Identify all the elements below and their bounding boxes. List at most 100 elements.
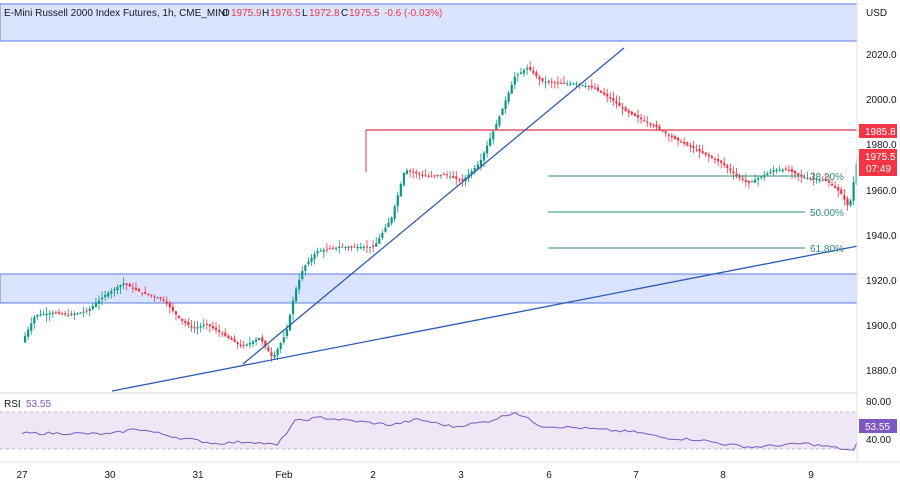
candle-body — [171, 306, 175, 311]
candle-body — [325, 249, 329, 251]
candle-body — [48, 313, 51, 315]
candle-body — [307, 261, 310, 265]
candle-body — [658, 126, 661, 130]
candle-body — [476, 164, 479, 170]
candle-body — [227, 335, 230, 339]
rsi-value-label-bg — [859, 419, 897, 433]
candle-body — [85, 310, 88, 312]
high-label: H — [262, 8, 269, 19]
fib-label-38: 38.20% — [810, 172, 844, 183]
candle-body — [42, 313, 45, 315]
candle-body — [852, 182, 855, 201]
candle-body — [621, 107, 624, 109]
price-axis[interactable] — [857, 0, 900, 483]
candle-body — [39, 314, 42, 316]
steep-trendline[interactable] — [242, 47, 625, 365]
candle-body — [834, 185, 837, 188]
candle-body — [849, 200, 852, 206]
candle-body — [707, 154, 710, 157]
candle-body — [673, 136, 677, 139]
candle-body — [584, 85, 587, 87]
time-tick: 3 — [458, 470, 464, 481]
candle-body — [643, 120, 646, 122]
candle-body — [760, 176, 763, 178]
candle-body — [809, 178, 812, 180]
candle-body — [137, 288, 141, 292]
rising-trendline[interactable] — [111, 245, 859, 392]
price-ticks: 2020.0 2000.0 1980.0 1960.0 1940.0 1920.… — [866, 50, 897, 446]
rsi-line — [21, 411, 900, 451]
candle-body — [254, 339, 258, 342]
candle-body — [288, 314, 292, 331]
candle-body — [57, 311, 61, 314]
time-axis[interactable]: 27 30 31 Feb 2 3 6 7 8 9 — [16, 470, 814, 481]
candle-body — [821, 179, 824, 181]
candle-body — [270, 352, 273, 357]
candle-body — [239, 344, 242, 346]
candle-body — [393, 206, 396, 219]
candle-body — [664, 131, 667, 134]
candle-body — [54, 312, 57, 314]
candle-body — [633, 113, 637, 116]
candle-body — [772, 170, 775, 172]
candle-body — [347, 246, 350, 248]
candle-body — [248, 342, 252, 345]
candle-body — [606, 93, 609, 97]
supply-zone[interactable] — [0, 3, 858, 42]
candle-body — [233, 338, 236, 343]
candle-body — [624, 107, 627, 112]
candle-body — [430, 175, 433, 177]
candle-body — [593, 87, 596, 89]
candle-body — [331, 247, 335, 249]
candle-body — [519, 72, 523, 75]
candle-body — [544, 81, 547, 83]
candle-body — [741, 178, 744, 180]
candle-body — [365, 246, 369, 248]
candle-body — [88, 308, 91, 311]
candle-body — [837, 187, 840, 191]
candle-body — [667, 134, 670, 136]
candle-body — [744, 179, 747, 182]
candle-body — [316, 251, 319, 254]
candle-body — [221, 333, 224, 335]
candle-body — [276, 349, 279, 356]
candle-body — [485, 145, 489, 154]
candle-body — [572, 83, 575, 85]
candle-body — [427, 176, 430, 178]
candle-body — [473, 167, 476, 173]
candle-body — [67, 314, 70, 316]
demand-zone[interactable] — [0, 273, 858, 304]
candle-body — [615, 101, 618, 104]
rsi-band — [0, 412, 857, 449]
candle-body — [439, 174, 442, 176]
candle-body — [661, 130, 664, 132]
candle-body — [492, 131, 495, 140]
symbol-legend[interactable]: E-Mini Russell 2000 Index Futures, 1h, C… — [4, 8, 442, 19]
candle-body — [784, 168, 787, 170]
candle-body — [165, 301, 168, 304]
candle-body — [205, 323, 208, 325]
candle-body — [402, 172, 406, 186]
candle-body — [553, 82, 556, 84]
time-tick: 8 — [720, 470, 726, 481]
low-label: L — [302, 8, 308, 19]
candle-body — [510, 84, 513, 94]
candle-body — [399, 184, 402, 197]
candle-body — [436, 174, 439, 176]
candle-body — [627, 110, 630, 113]
open-label: O — [222, 8, 230, 19]
candle-body — [30, 323, 33, 331]
candle-body — [630, 111, 633, 115]
rsi-label: RSI — [4, 399, 21, 410]
candle-body — [319, 250, 322, 252]
candle-body — [298, 279, 301, 290]
candle-body — [236, 342, 239, 344]
candle-body — [341, 246, 344, 248]
candle-body — [507, 92, 510, 102]
candle-body — [639, 117, 643, 120]
candle-body — [522, 70, 526, 74]
candle-body — [824, 179, 827, 181]
candle-body — [649, 123, 652, 125]
fibonacci-levels[interactable]: 38.20% 50.00% 61.80% — [548, 172, 844, 255]
